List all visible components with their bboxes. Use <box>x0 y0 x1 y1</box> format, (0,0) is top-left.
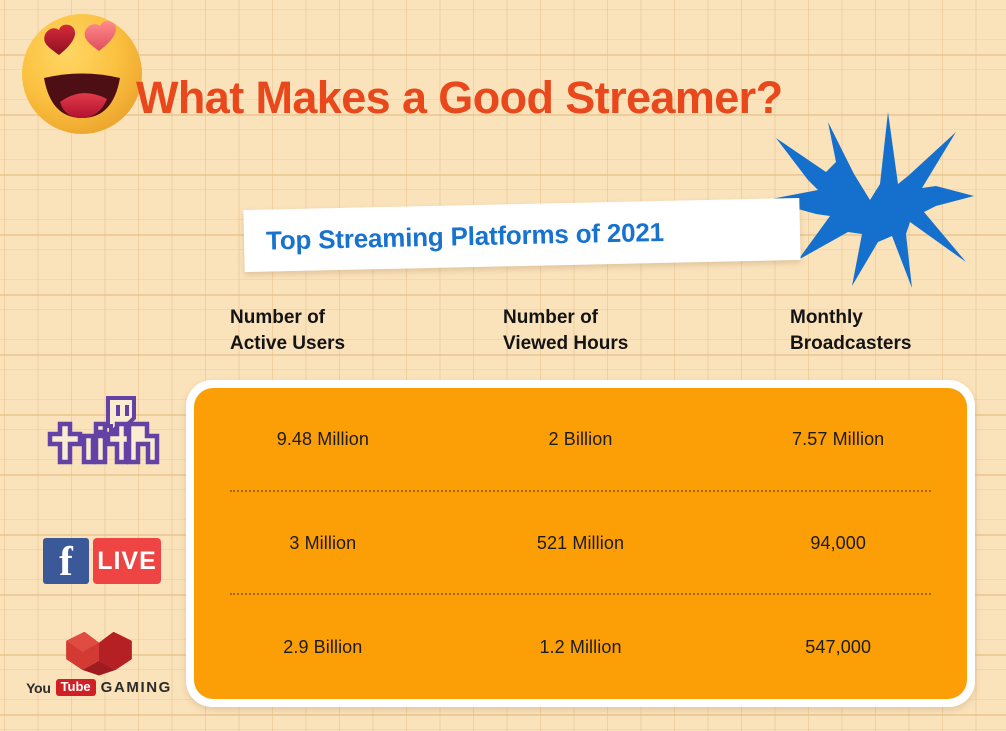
cell-viewed-hours: 1.2 Million <box>539 636 622 657</box>
row-divider <box>230 593 931 596</box>
cell-monthly-broadcasters: 94,000 <box>810 533 866 553</box>
subtitle-text: Top Streaming Platforms of 2021 <box>265 216 665 256</box>
page-title: What Makes a Good Streamer? <box>136 72 783 123</box>
column-header-monthly-broadcasters: Monthly Broadcasters <box>790 305 911 356</box>
column-header-line1: Monthly <box>790 307 863 328</box>
youtube-gaming-logo: You Tube GAMING <box>26 622 170 708</box>
data-table: 9.48 Million 2 Billion 7.57 Million 3 Mi… <box>194 388 967 699</box>
cell-viewed-hours: 521 Million <box>536 533 625 553</box>
subtitle-banner: Top Streaming Platforms of 2021 <box>243 197 801 273</box>
star-burst-icon <box>760 110 980 290</box>
column-header-line1: Number of <box>230 307 325 328</box>
youtube-gaming-mark-icon <box>66 631 132 676</box>
column-header-line1: Number of <box>503 307 598 328</box>
cell-active-users: 9.48 Million <box>276 429 369 450</box>
cell-monthly-broadcasters: 547,000 <box>805 636 872 657</box>
cell-active-users: 2.9 Billion <box>283 636 363 657</box>
column-header-line2: Broadcasters <box>790 332 912 354</box>
row-divider <box>230 489 931 492</box>
column-header-viewed-hours: Number of Viewed Hours <box>503 305 628 356</box>
youtube-gaming-label: GAMING <box>100 679 172 696</box>
column-header-line2: Viewed Hours <box>503 332 629 354</box>
live-label: LIVE <box>97 546 157 575</box>
cell-active-users: 3 Million <box>289 533 357 553</box>
twitch-logo <box>34 392 164 478</box>
column-header-line2: Active Users <box>230 332 346 354</box>
heart-eyes-emoji <box>16 6 150 140</box>
facebook-mark-icon: f <box>43 538 89 584</box>
cell-viewed-hours: 2 Billion <box>548 429 613 450</box>
cell-monthly-broadcasters: 7.57 Million <box>792 429 885 450</box>
youtube-you-label: You <box>26 679 51 696</box>
table-row: 2.9 Billion 1.2 Million 547,000 <box>194 595 967 699</box>
youtube-tube-label: Tube <box>55 679 96 696</box>
data-table-card: 9.48 Million 2 Billion 7.57 Million 3 Mi… <box>186 380 975 707</box>
table-row: 3 Million 521 Million 94,000 <box>194 492 967 596</box>
column-header-active-users: Number of Active Users <box>230 305 345 356</box>
facebook-live-logo: f LIVE <box>34 518 164 604</box>
live-badge: LIVE <box>93 538 161 584</box>
table-row: 9.48 Million 2 Billion 7.57 Million <box>194 388 967 492</box>
facebook-letter: f <box>59 538 73 584</box>
